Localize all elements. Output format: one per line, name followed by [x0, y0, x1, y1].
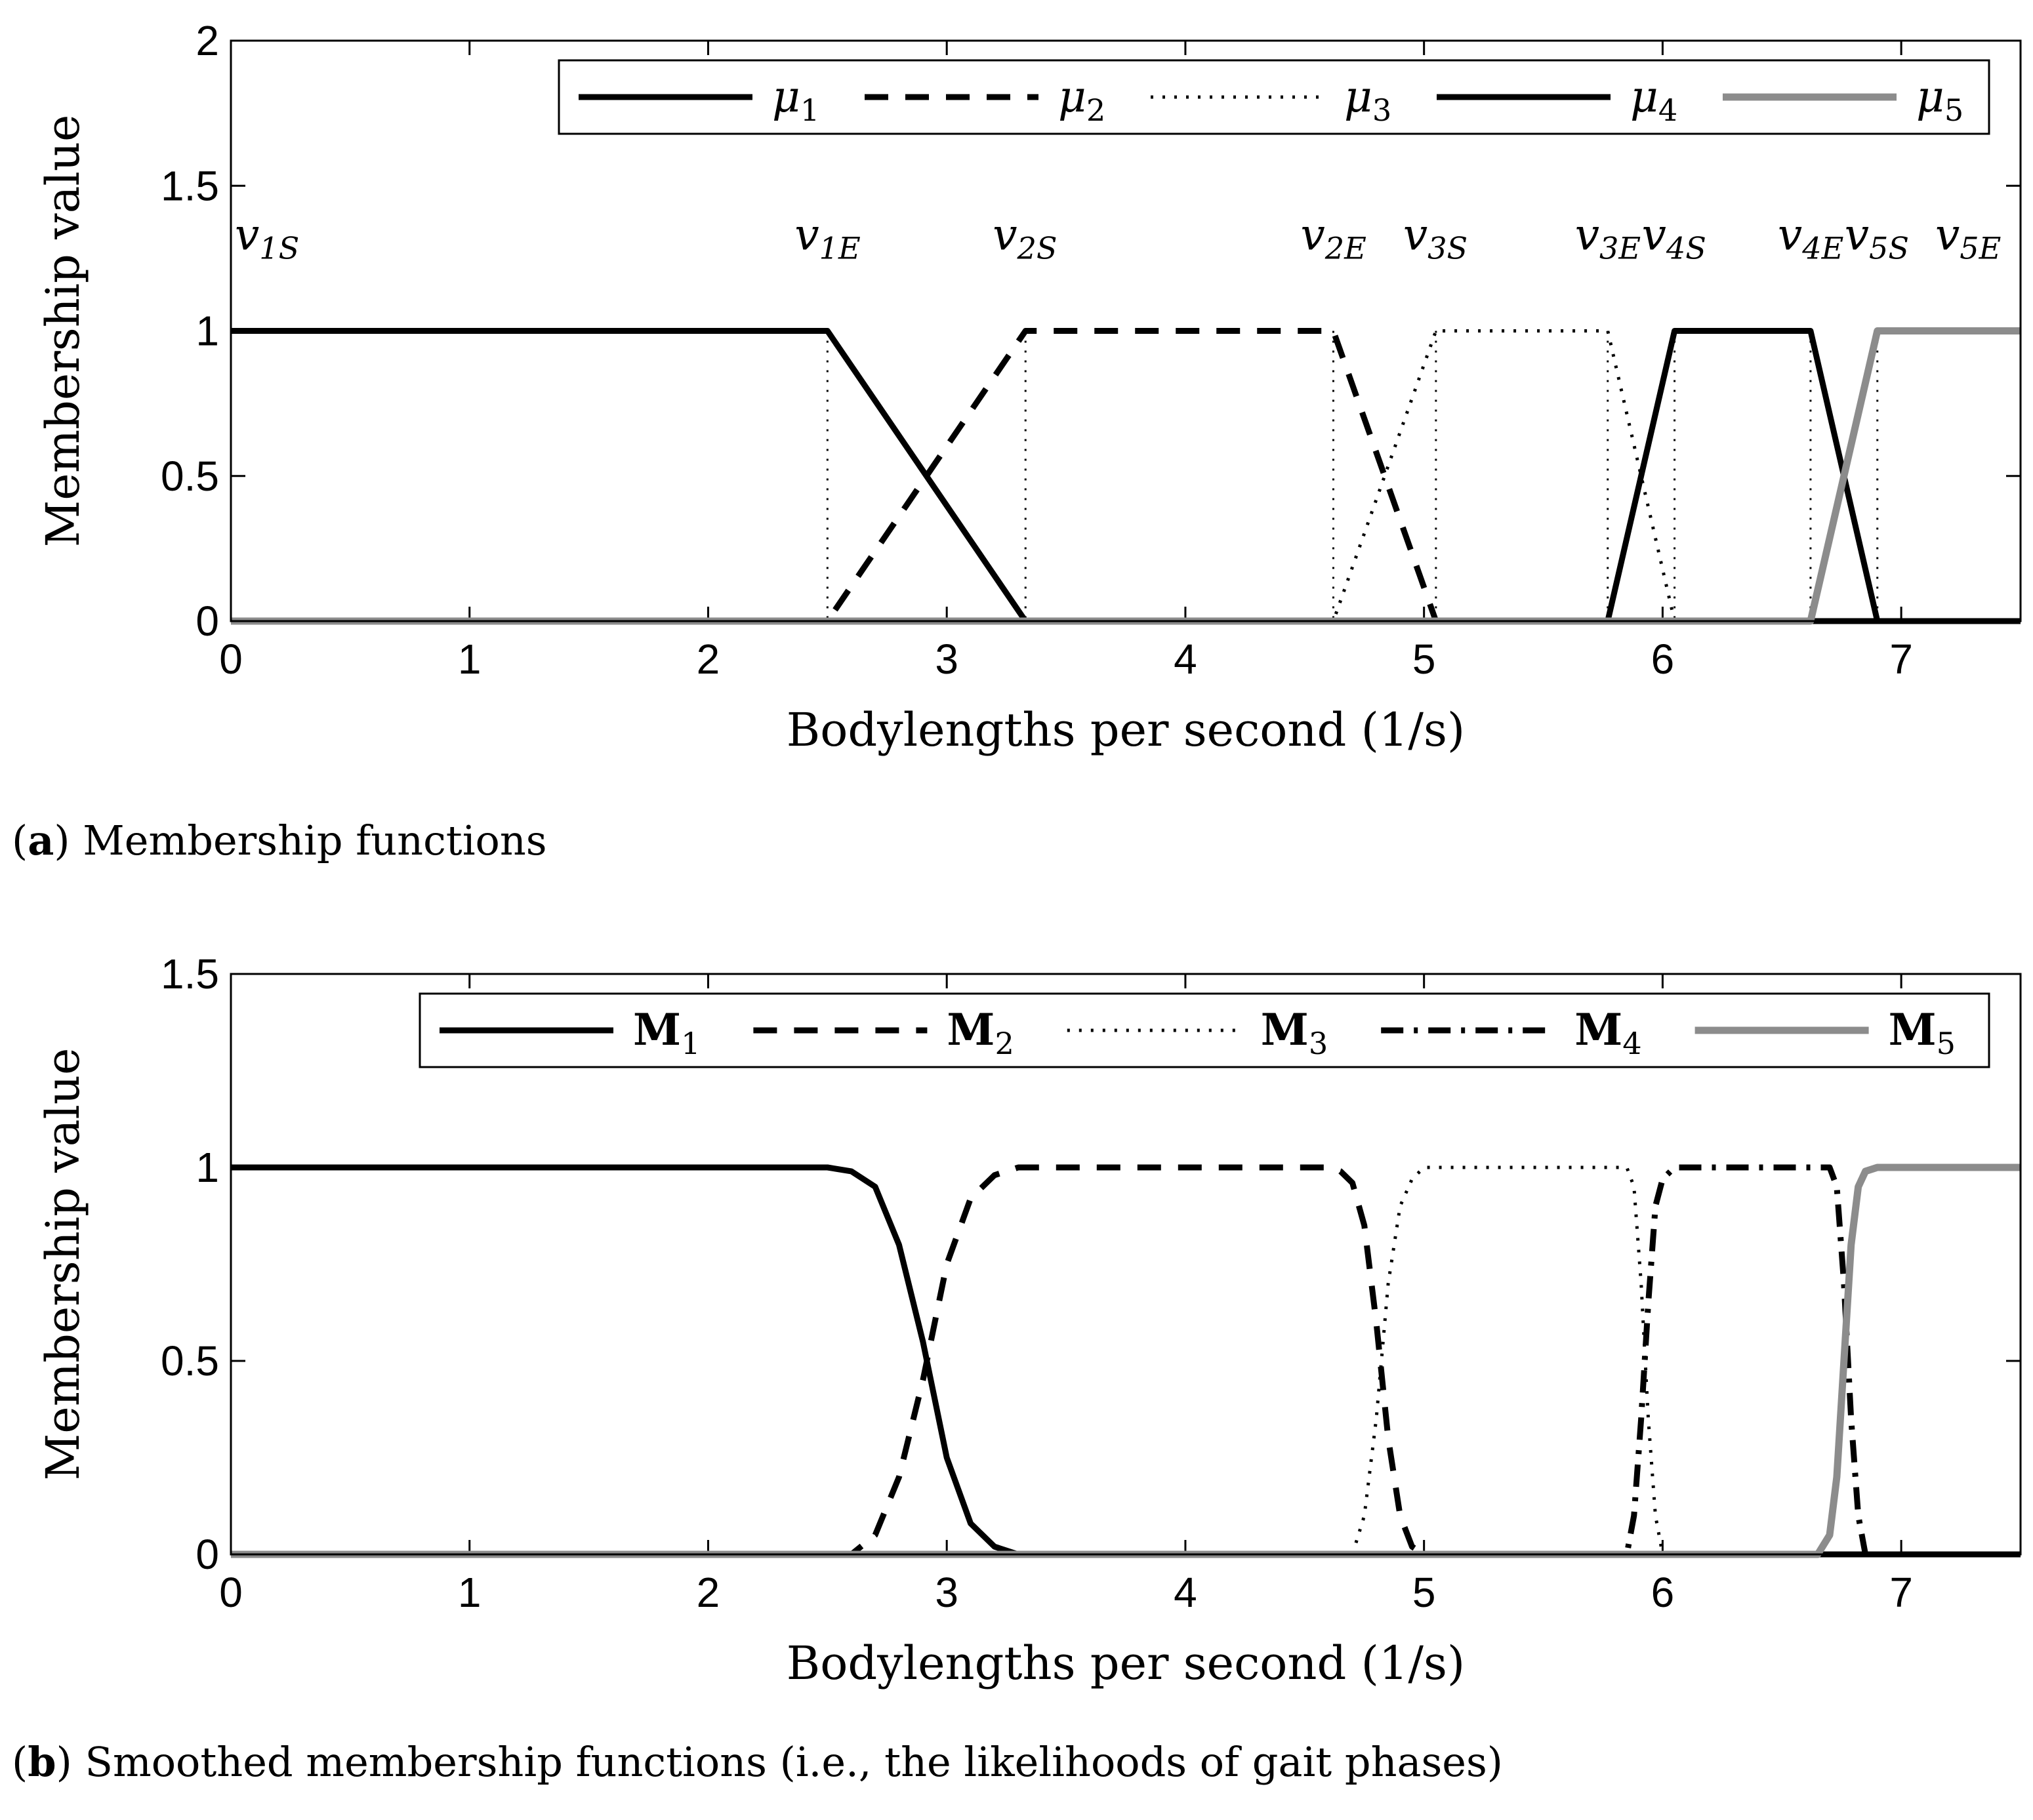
series-line-2 [231, 1164, 2021, 1558]
x-tick-label: 2 [697, 636, 720, 683]
plot-frame [230, 39, 2022, 622]
y-tick-label: 2 [195, 17, 219, 64]
legend-label-3: M3 [1261, 1004, 1328, 1061]
caption-b: (b) Smoothed membership functions (i.e.,… [12, 1738, 1503, 1786]
y-tick-label: 1.5 [161, 162, 219, 209]
caption-b-text: Smoothed membership functions (i.e., the… [85, 1738, 1503, 1786]
x-tick-label: 7 [1889, 1569, 1913, 1616]
x-tick-label: 3 [935, 636, 958, 683]
caption-a: (a) Membership functions [12, 817, 547, 864]
x-tick-label: 4 [1174, 636, 1197, 683]
y-tick-label: 0.5 [161, 453, 219, 500]
y-tick-label: 0 [195, 597, 219, 645]
x-tick-label: 3 [935, 1569, 958, 1616]
marker-label: v2S [993, 210, 1057, 266]
y-tick-label: 1 [195, 1144, 219, 1191]
caption-b-letter: b [28, 1738, 56, 1786]
caption-a-letter: a [28, 817, 54, 864]
y-tick-label: 0.5 [161, 1337, 219, 1385]
caption-a-text: Membership functions [83, 817, 547, 864]
x-tick-label: 2 [697, 1569, 720, 1616]
series-line-4 [231, 1164, 2021, 1558]
legend-label-2: M2 [947, 1004, 1014, 1061]
marker-label: v4S [1642, 210, 1706, 266]
marker-label: v5E [1935, 210, 2001, 266]
chart-b: 0 1 2 3 4 5 6 7 0 0.5 1 1.5 M1 M2 M3 M4 M5 Bodylengths pe… [36, 950, 2022, 1690]
legend-label-3: μ3 [1344, 71, 1391, 128]
x-tick-label: 1 [458, 636, 482, 683]
x-tick-label: 7 [1889, 636, 1913, 683]
marker-label: v1S [235, 210, 299, 266]
legend-label-2: μ2 [1058, 71, 1105, 128]
marker-label: v1E [794, 210, 860, 266]
legend-label-1: M1 [633, 1004, 700, 1061]
marker-label: v4E [1778, 210, 1843, 266]
plot-area [231, 974, 2021, 1554]
x-tick-label: 5 [1412, 636, 1436, 683]
legend-label-4: μ4 [1630, 71, 1677, 128]
marker-label: v3E [1575, 210, 1641, 266]
series-line-5 [231, 1163, 2021, 1558]
legend-label-5: M5 [1889, 1004, 1956, 1061]
legend-label-1: μ1 [772, 71, 819, 128]
x-axis-label: Bodylengths per second (1/s) [787, 703, 1465, 757]
x-tick-label: 6 [1651, 636, 1675, 683]
marker-label: v5S [1845, 210, 1909, 266]
marker-label: v2E [1300, 210, 1366, 266]
legend-label-5: μ5 [1916, 71, 1963, 128]
x-tick-label: 0 [219, 1569, 243, 1616]
x-tick-label: 5 [1412, 1569, 1436, 1616]
y-tick-label: 0 [195, 1531, 219, 1578]
y-axis-label: Membership value [36, 1048, 90, 1481]
chart-a: 0 1 2 3 4 5 6 7 0 0.5 1 1.5 2 v1S v1E v2S v2E v3S v3E v4S v4… [36, 17, 2022, 757]
x-tick-label: 4 [1174, 1569, 1197, 1616]
y-tick-label: 1.5 [161, 950, 219, 998]
y-axis-label: Membership value [36, 115, 90, 548]
x-tick-label: 0 [219, 636, 243, 683]
y-tick-label: 1 [195, 308, 219, 355]
plot-frame [230, 973, 2022, 1556]
marker-label: v3S [1403, 210, 1468, 266]
x-axis-label: Bodylengths per second (1/s) [787, 1636, 1465, 1690]
legend-label-4: M4 [1574, 1004, 1641, 1061]
x-tick-label: 6 [1651, 1569, 1675, 1616]
x-tick-label: 1 [458, 1569, 482, 1616]
